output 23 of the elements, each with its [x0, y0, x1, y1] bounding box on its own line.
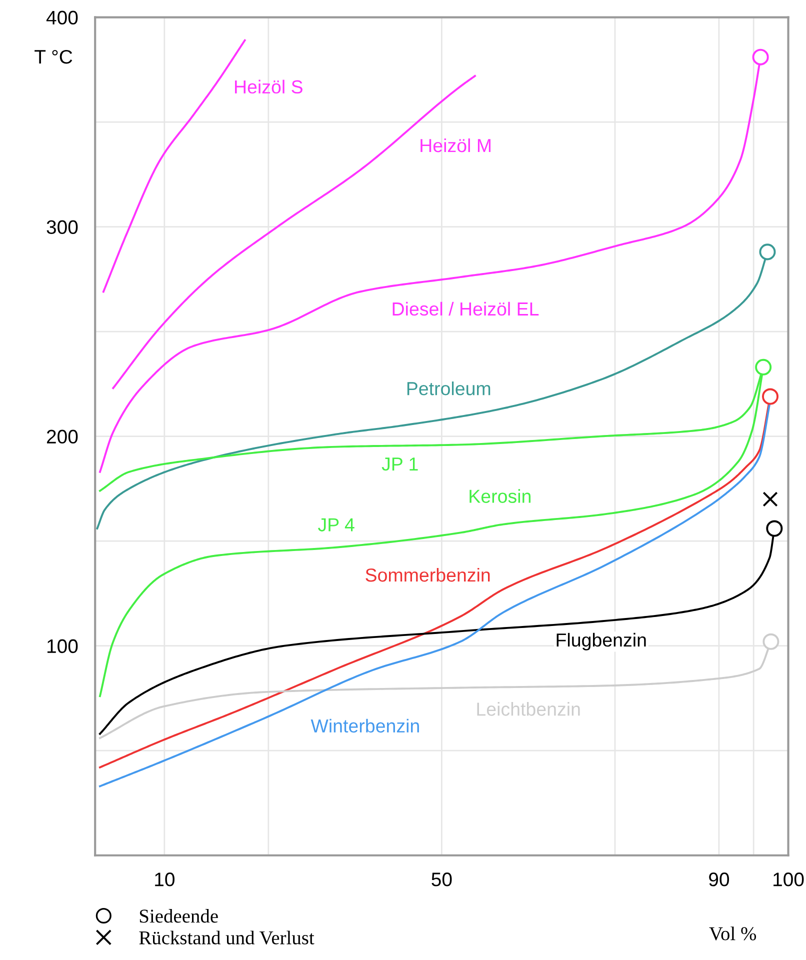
legend-label: Siedeende	[140, 909, 218, 923]
x-tick-label: 100	[774, 872, 804, 886]
y-axis-title: T °C	[34, 50, 72, 64]
series-label: Flugbenzin	[556, 632, 646, 650]
series-label: JP 1	[382, 458, 418, 471]
series-label: Winterbenzin	[310, 718, 419, 733]
series-label: Heizöl S	[235, 80, 302, 94]
y-tick-label: 100	[47, 639, 78, 654]
series-label: Diesel / Heizöl EL	[392, 302, 539, 316]
series-label: Petroleum	[407, 381, 490, 396]
series-label: JP 4	[318, 518, 354, 532]
annotation: Kerosin	[470, 489, 530, 503]
legend-label: Rückstand und Verlust	[139, 930, 314, 944]
series-label: Sommerbenzin	[366, 568, 490, 582]
x-tick-label: 10	[155, 872, 174, 886]
series-label: Heizöl M	[420, 138, 490, 152]
point	[762, 492, 778, 507]
x-tick-label: 50	[432, 872, 452, 886]
x-tick-label: 90	[709, 872, 730, 886]
y-tick-label: 400	[46, 10, 78, 25]
y-tick-label: 200	[46, 430, 78, 444]
y-tick-label: 300	[46, 220, 78, 234]
x-axis-title: Vol %	[709, 926, 756, 940]
